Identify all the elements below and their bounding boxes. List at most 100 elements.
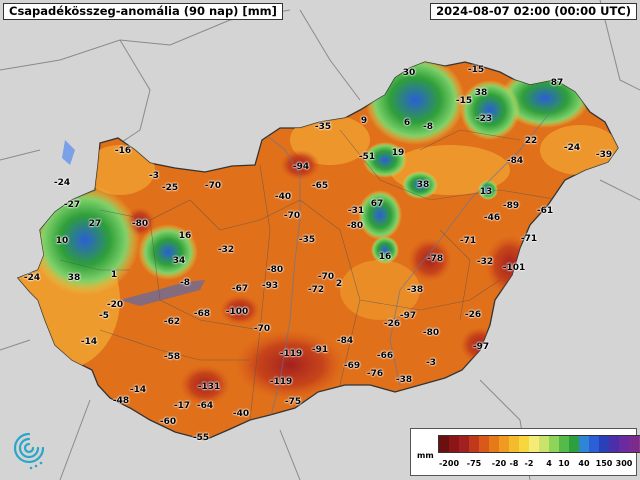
- station-value: -24: [53, 178, 71, 188]
- legend-swatch: [469, 436, 479, 452]
- legend-swatch: [489, 436, 499, 452]
- station-value: 2: [335, 279, 343, 289]
- station-value: 38: [67, 273, 81, 283]
- color-legend: mm -200 -75 -20 -8 -2 4 10 40 150 300: [410, 428, 640, 476]
- legend-tick: -20: [491, 459, 507, 468]
- station-value: -78: [426, 254, 444, 264]
- legend-tick: 300: [615, 459, 633, 468]
- legend-swatch: [539, 436, 549, 452]
- station-value: -75: [284, 397, 302, 407]
- station-value: -131: [197, 382, 221, 392]
- station-value: -26: [383, 319, 401, 329]
- station-value: -58: [163, 352, 181, 362]
- station-value: -3: [426, 358, 436, 368]
- swirl-logo-icon: [13, 432, 45, 470]
- station-value: 22: [524, 136, 538, 146]
- legend-swatch: [599, 436, 609, 452]
- station-value: -51: [358, 152, 376, 162]
- station-value: -61: [536, 206, 554, 216]
- station-value: -84: [336, 336, 354, 346]
- station-value: -35: [314, 122, 332, 132]
- station-value: -24: [563, 143, 581, 153]
- station-value: 19: [391, 148, 405, 158]
- station-value: -62: [163, 317, 181, 327]
- station-value: -15: [455, 96, 473, 106]
- station-value: -70: [317, 272, 335, 282]
- station-value: -16: [114, 146, 132, 156]
- legend-swatch: [519, 436, 529, 452]
- station-value: -70: [283, 211, 301, 221]
- station-value: -40: [274, 192, 292, 202]
- station-value: -60: [159, 417, 177, 427]
- station-value: -119: [279, 349, 303, 359]
- legend-swatch: [629, 436, 639, 452]
- station-value: 27: [88, 219, 102, 229]
- station-value: -66: [376, 351, 394, 361]
- map-timestamp: 2024-08-07 02:00 (00:00 UTC): [430, 3, 637, 20]
- station-value: 13: [479, 187, 493, 197]
- station-value: -32: [476, 257, 494, 267]
- station-value: -72: [307, 285, 325, 295]
- legend-tick: 10: [558, 459, 570, 468]
- station-value: -64: [196, 401, 214, 411]
- station-value: 67: [370, 199, 384, 209]
- station-value: 38: [474, 88, 488, 98]
- legend-tick: 40: [578, 459, 590, 468]
- station-value: -8: [423, 122, 433, 132]
- station-value: -26: [464, 310, 482, 320]
- legend-swatch: [439, 436, 449, 452]
- legend-tick: 4: [546, 459, 552, 468]
- station-value: -97: [472, 342, 490, 352]
- legend-swatch: [479, 436, 489, 452]
- station-value: -101: [502, 263, 526, 273]
- legend-tick: 150: [595, 459, 613, 468]
- legend-swatch: [559, 436, 569, 452]
- station-value: -68: [193, 309, 211, 319]
- station-value: -39: [595, 150, 613, 160]
- station-value: -27: [63, 200, 81, 210]
- station-value: -80: [131, 219, 149, 229]
- county-borders: [59, 129, 561, 421]
- legend-swatch: [509, 436, 519, 452]
- legend-swatch: [569, 436, 579, 452]
- station-value: -38: [406, 285, 424, 295]
- legend-swatch: [459, 436, 469, 452]
- station-value: 38: [416, 180, 430, 190]
- station-value: -8: [180, 278, 190, 288]
- legend-swatch: [529, 436, 539, 452]
- station-value: -48: [112, 396, 130, 406]
- station-value: -80: [346, 221, 364, 231]
- station-value: -80: [266, 265, 284, 275]
- legend-tick: -2: [524, 459, 534, 468]
- station-value: 30: [402, 68, 416, 78]
- legend-color-bar: [438, 435, 640, 453]
- station-value: -17: [173, 401, 191, 411]
- station-value: 10: [55, 236, 69, 246]
- station-value: -32: [217, 245, 235, 255]
- station-value: 16: [378, 252, 392, 262]
- station-value: -119: [269, 377, 293, 387]
- station-value: -71: [459, 236, 477, 246]
- station-value: -80: [422, 328, 440, 338]
- station-value: -84: [506, 156, 524, 166]
- station-value: -40: [232, 409, 250, 419]
- station-value: -5: [99, 311, 109, 321]
- station-value: -93: [261, 281, 279, 291]
- station-value: -38: [395, 375, 413, 385]
- station-value: -55: [192, 433, 210, 443]
- legend-swatch: [449, 436, 459, 452]
- station-value: -35: [298, 235, 316, 245]
- station-value: -3: [149, 171, 159, 181]
- station-value: 16: [178, 231, 192, 241]
- station-value: -65: [311, 181, 329, 191]
- map-title: Csapadékösszeg-anomália (90 nap) [mm]: [3, 3, 283, 20]
- legend-swatch: [619, 436, 629, 452]
- station-value: -89: [502, 201, 520, 211]
- station-value: -94: [292, 162, 310, 172]
- lake-neusiedl: [62, 140, 75, 165]
- legend-unit: mm: [417, 451, 434, 460]
- station-value: -91: [311, 345, 329, 355]
- station-value: 87: [550, 78, 564, 88]
